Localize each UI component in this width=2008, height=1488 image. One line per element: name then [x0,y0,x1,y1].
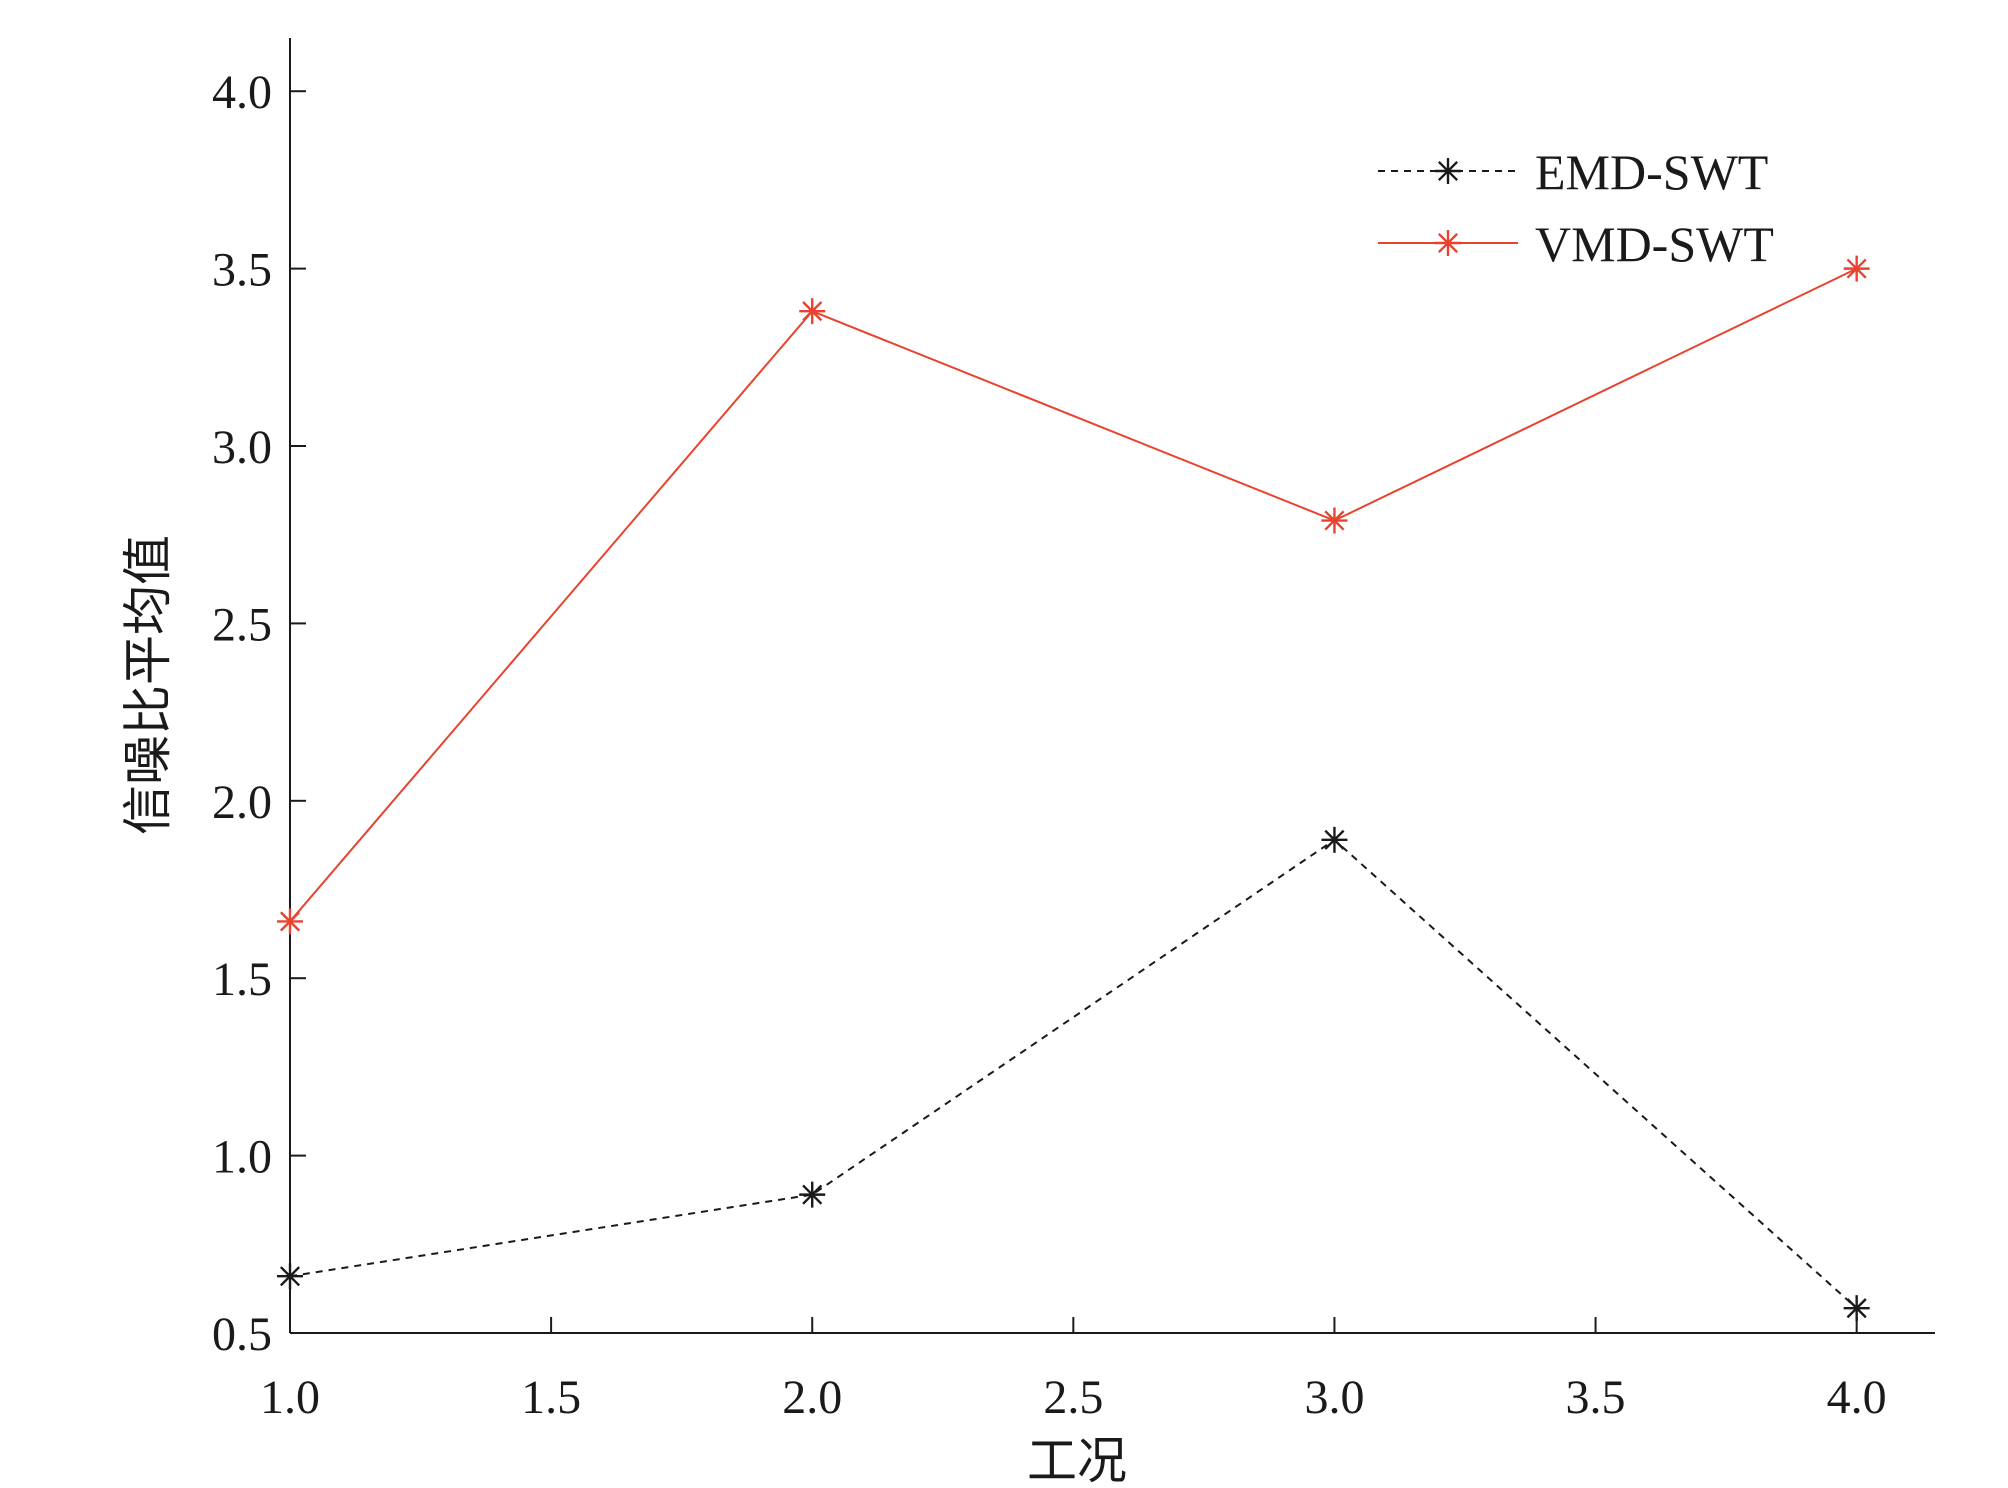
legend-marker-vmd-swt [1435,230,1461,256]
x-tick-label: 4.0 [1827,1371,1887,1424]
series-vmd-swt [277,255,1870,935]
series-emd-swt [277,826,1870,1322]
y-tick-label: 3.0 [212,421,272,474]
y-tick-label: 4.0 [212,66,272,119]
data-point-emd-swt [799,1181,826,1208]
legend-label-emd-swt: EMD-SWT [1535,144,1768,200]
x-axis-title: 工况 [1027,1432,1127,1488]
data-point-emd-swt [1843,1295,1870,1322]
legend: EMD-SWT VMD-SWT [1378,144,1774,272]
data-point-vmd-swt [277,908,303,935]
y-tick-label: 2.0 [212,776,272,829]
data-point-emd-swt [277,1263,303,1290]
data-point-vmd-swt [1843,255,1870,282]
data-point-emd-swt [1321,826,1348,853]
x-tick-label: 3.0 [1304,1371,1364,1424]
x-tick-label: 1.0 [260,1371,320,1424]
data-point-vmd-swt [799,298,826,325]
y-axis-title: 信噪比平均值 [119,535,177,835]
y-tick-label: 0.5 [212,1308,272,1361]
y-tick-label: 1.5 [212,953,272,1006]
x-tick-label: 2.0 [782,1371,842,1424]
series-line-emd-swt [289,838,1858,1309]
series-line-vmd-swt [289,267,1858,923]
x-tick-label: 2.5 [1043,1371,1103,1424]
legend-label-vmd-swt: VMD-SWT [1535,216,1774,272]
x-tick-label: 1.5 [521,1371,581,1424]
legend-marker-glyph [1435,158,1461,184]
ticks: 1.0 1.5 2.0 2.5 3.0 3.5 4.0 0.5 1.0 1.5 2.0 2.5 3.0 3… [212,66,1887,1424]
axes [289,38,1935,1334]
y-tick-label: 3.5 [212,244,272,297]
y-tick-label: 2.5 [212,598,272,651]
x-tick-label: 3.5 [1566,1371,1626,1424]
series-layer [277,255,1870,1322]
data-point-vmd-swt [1321,507,1348,534]
legend-marker-glyph [1435,230,1461,256]
y-tick-label: 1.0 [212,1131,272,1184]
legend-marker-emd-swt [1435,158,1461,184]
